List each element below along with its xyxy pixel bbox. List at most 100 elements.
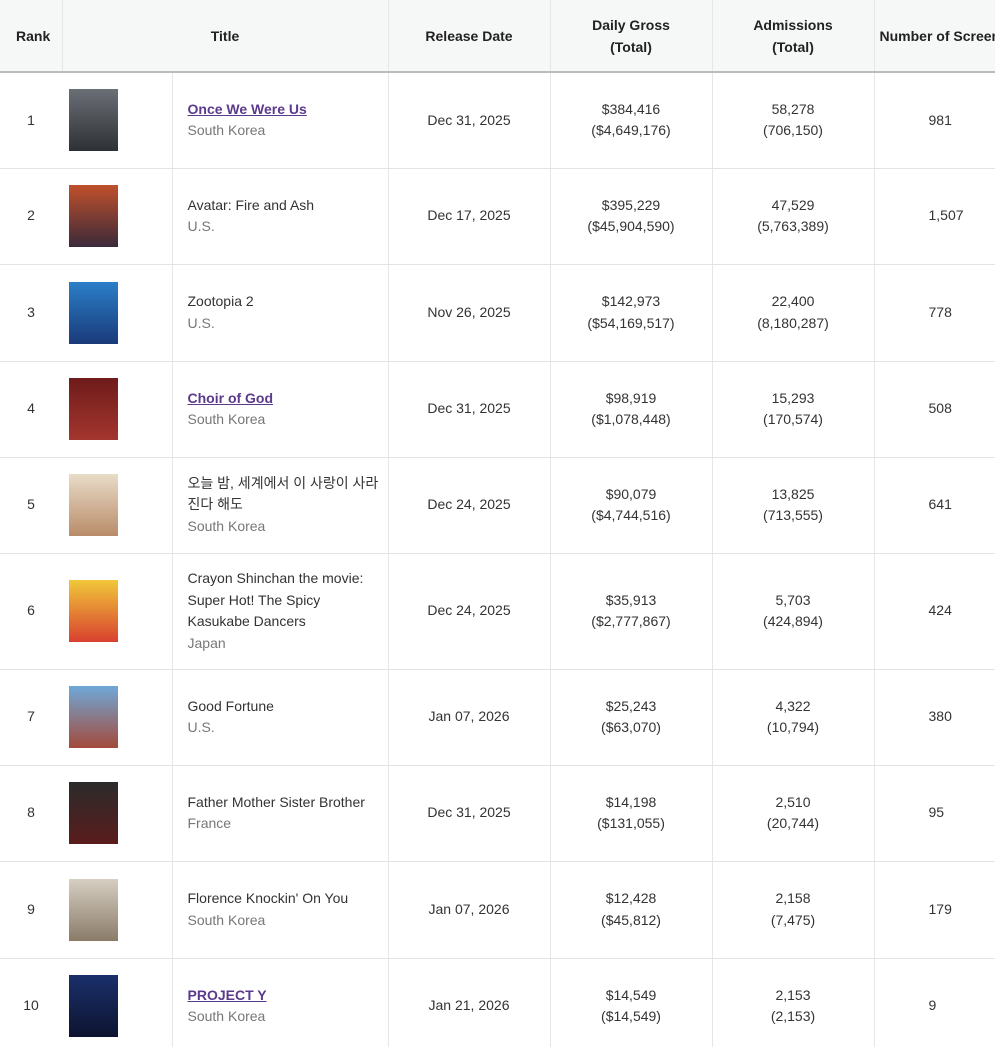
- poster-image[interactable]: [69, 89, 118, 152]
- rank-cell: 4: [0, 361, 62, 458]
- header-line: Admissions: [753, 16, 833, 33]
- total-admissions: (706,150): [763, 122, 823, 139]
- daily-admissions: 15,293: [771, 389, 815, 406]
- poster-cell: [62, 765, 172, 862]
- daily-admissions: 58,278: [771, 100, 815, 117]
- admissions-cell: 5,703 (424,894): [711, 553, 874, 670]
- rank-cell: 8: [0, 765, 62, 862]
- total-admissions: (2,153): [770, 1008, 816, 1024]
- table-row: 4 Choir of God South Korea Dec 31, 2025 $98,…: [0, 361, 995, 458]
- daily-gross: $14,549: [605, 986, 657, 1003]
- country: U.S.: [187, 314, 215, 331]
- movie-title[interactable]: Once We Were Us: [187, 100, 307, 117]
- country: South Korea: [187, 1008, 266, 1024]
- total-gross: ($63,070): [601, 719, 661, 735]
- poster-cell: [62, 861, 172, 959]
- country: Japan: [187, 634, 226, 651]
- screens: 179: [873, 861, 995, 959]
- movie-title: Crayon Shinchan the movie: Super Hot! Th…: [187, 570, 364, 629]
- poster-cell: [62, 264, 172, 362]
- poster-cell: [62, 553, 172, 670]
- rank-cell: 10: [0, 958, 62, 1047]
- country: U.S.: [187, 719, 215, 735]
- country: U.S.: [187, 218, 215, 234]
- header-title[interactable]: Title: [61, 0, 388, 73]
- poster-image[interactable]: [69, 782, 118, 844]
- gross-cell: $35,913 ($2,777,867): [549, 553, 712, 670]
- total-admissions: (713,555): [763, 507, 823, 523]
- release-date: Jan 21, 2026: [387, 958, 550, 1047]
- header-line: (Total): [772, 38, 814, 55]
- poster-cell: [62, 361, 172, 458]
- total-gross: ($2,777,867): [591, 613, 671, 629]
- daily-gross: $384,416: [601, 100, 661, 117]
- release-date: Jan 07, 2026: [387, 669, 550, 766]
- table-header: Rank Title Release Date Daily Gross (Tota…: [0, 0, 995, 73]
- total-gross: ($45,904,590): [587, 218, 675, 234]
- rank-cell: 6: [0, 553, 62, 670]
- title-cell: Crayon Shinchan the movie: Super Hot! Th…: [171, 553, 388, 670]
- table-row: 10 PROJECT Y South Korea Jan 21, 2026 $14,54…: [0, 958, 995, 1047]
- poster-image[interactable]: [69, 281, 118, 344]
- release-date: Dec 31, 2025: [387, 765, 550, 862]
- title-cell: Avatar: Fire and Ash U.S.: [171, 168, 388, 265]
- release-date: Dec 24, 2025: [387, 553, 550, 670]
- title-cell: Zootopia 2 U.S.: [171, 264, 388, 362]
- release-date: Dec 31, 2025: [387, 72, 550, 169]
- screens: 778: [873, 264, 995, 362]
- release-date: Nov 26, 2025: [387, 264, 550, 362]
- country: South Korea: [187, 517, 266, 534]
- screens: 641: [873, 457, 995, 554]
- poster-image[interactable]: [69, 975, 118, 1037]
- title-cell: PROJECT Y South Korea: [171, 958, 388, 1047]
- rank-cell: 5: [0, 457, 62, 554]
- admissions-cell: 2,153 (2,153): [711, 958, 874, 1047]
- total-admissions: (170,574): [763, 411, 823, 427]
- daily-gross: $90,079: [605, 485, 657, 502]
- table-row: 9 Florence Knockin' On You South Korea Jan …: [0, 861, 995, 959]
- daily-gross: $98,919: [605, 389, 657, 406]
- gross-cell: $25,243 ($63,070): [549, 669, 712, 766]
- gross-cell: $142,973 ($54,169,517): [549, 264, 712, 362]
- header-screens[interactable]: Number of Screens: [873, 0, 995, 73]
- gross-cell: $90,079 ($4,744,516): [549, 457, 712, 554]
- daily-gross: $25,243: [605, 697, 657, 714]
- movie-title[interactable]: PROJECT Y: [187, 986, 267, 1003]
- poster-image[interactable]: [69, 378, 118, 440]
- poster-image[interactable]: [69, 686, 118, 748]
- daily-gross: $35,913: [605, 591, 657, 608]
- rank-cell: 2: [0, 168, 62, 265]
- screens: 9: [873, 958, 995, 1047]
- daily-gross: $14,198: [605, 793, 657, 810]
- poster-image[interactable]: [69, 878, 118, 941]
- total-admissions: (10,794): [766, 719, 820, 735]
- release-date: Dec 17, 2025: [387, 168, 550, 265]
- table-row: 6 Crayon Shinchan the movie: Super Hot! T…: [0, 553, 995, 670]
- admissions-cell: 15,293 (170,574): [711, 361, 874, 458]
- poster-image[interactable]: [69, 474, 118, 536]
- movie-title: Avatar: Fire and Ash: [187, 196, 315, 213]
- release-date: Dec 24, 2025: [387, 457, 550, 554]
- poster-image[interactable]: [69, 580, 118, 642]
- header-rank[interactable]: Rank: [0, 0, 62, 73]
- movie-title: Good Fortune: [187, 697, 274, 714]
- movie-title: Florence Knockin' On You: [187, 890, 349, 906]
- poster-cell: [62, 958, 172, 1047]
- daily-admissions: 5,703: [775, 591, 811, 608]
- header-release[interactable]: Release Date: [387, 0, 550, 73]
- movie-title: Father Mother Sister Brother: [187, 793, 365, 810]
- movie-title[interactable]: Choir of God: [187, 389, 274, 406]
- total-gross: ($54,169,517): [587, 314, 675, 331]
- header-admissions[interactable]: Admissions (Total): [711, 0, 874, 73]
- gross-cell: $14,198 ($131,055): [549, 765, 712, 862]
- admissions-cell: 22,400 (8,180,287): [711, 264, 874, 362]
- daily-admissions: 22,400: [771, 293, 815, 309]
- poster-image[interactable]: [69, 185, 118, 247]
- table-row: 3 Zootopia 2 U.S. Nov 26, 2025 $142,973 ($54,…: [0, 264, 995, 362]
- title-cell: Choir of God South Korea: [171, 361, 388, 458]
- table-row: 8 Father Mother Sister Brother France Dec 3…: [0, 765, 995, 862]
- header-gross[interactable]: Daily Gross (Total): [549, 0, 712, 73]
- table-row: 1 Once We Were Us South Korea Dec 31, 2025 $…: [0, 72, 995, 169]
